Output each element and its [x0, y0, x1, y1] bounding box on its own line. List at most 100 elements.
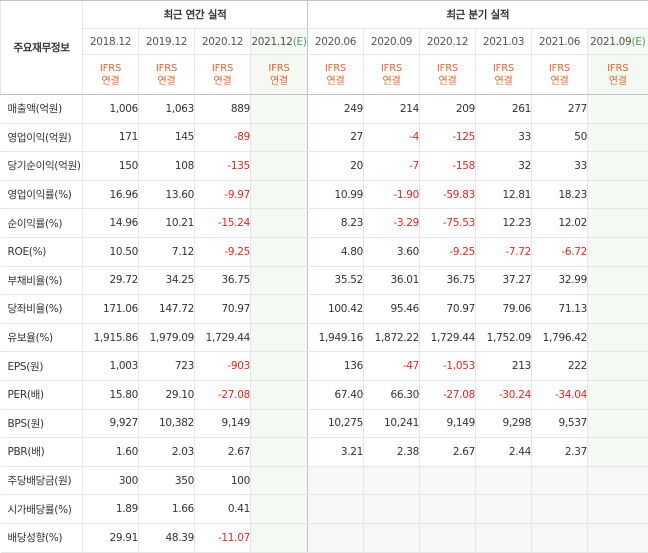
- value-cell: -47: [363, 351, 420, 381]
- period-header-estimate: 2021.12(E): [250, 28, 308, 55]
- value-cell: 261: [475, 94, 532, 124]
- row-label: PER(배): [0, 380, 83, 410]
- value-cell: -158: [419, 151, 476, 181]
- value-cell: 10,382: [138, 409, 195, 439]
- table-row: 당좌비율(%) 171.06 147.72 70.97 100.42 95.46 70.97…: [0, 294, 648, 324]
- value-cell: 79.06: [475, 294, 532, 324]
- value-cell: 33: [531, 151, 588, 181]
- value-cell: [587, 523, 648, 553]
- table-row: EPS(원) 1,003 723 -903 136 -47 -1,053 213 222: [0, 351, 648, 381]
- value-cell: -125: [419, 123, 476, 153]
- value-cell: 150: [82, 151, 139, 181]
- value-cell: 15.80: [82, 380, 139, 410]
- value-cell: [250, 380, 308, 410]
- value-cell: -89: [194, 123, 251, 153]
- value-cell: 147.72: [138, 294, 195, 324]
- value-cell: [587, 465, 648, 496]
- row-label: 주당배당금(원): [0, 465, 83, 496]
- value-cell: [587, 323, 648, 353]
- value-cell: [531, 523, 588, 553]
- value-cell: -1,053: [419, 351, 476, 381]
- value-cell: [250, 437, 308, 467]
- value-cell: -3.29: [363, 208, 420, 238]
- value-cell: 209: [419, 94, 476, 124]
- value-cell: 36.75: [194, 265, 251, 296]
- value-cell: 10.50: [82, 237, 139, 267]
- value-cell: 9,927: [82, 409, 139, 439]
- value-cell: 10,275: [307, 409, 364, 439]
- period-header: 2019.12: [138, 28, 195, 55]
- table-row: 시가배당률(%) 1.89 1.66 0.41: [0, 494, 648, 524]
- value-cell: [307, 494, 364, 524]
- value-cell: 2.37: [531, 437, 588, 467]
- value-cell: -9.25: [194, 237, 251, 267]
- value-cell: 1,063: [138, 94, 195, 124]
- value-cell: 70.97: [194, 294, 251, 324]
- value-cell: 723: [138, 351, 195, 381]
- row-label: PBR(배): [0, 437, 83, 467]
- value-cell: -9.97: [194, 179, 251, 210]
- ifrs-standard: IFRS: [268, 62, 290, 74]
- period-header: 2020.09: [363, 28, 420, 55]
- table-row: 영업이익률(%) 16.96 13.60 -9.97 10.99 -1.90 -59.83 1…: [0, 179, 648, 210]
- value-cell: -34.04: [531, 380, 588, 410]
- row-label: 유보율(%): [0, 323, 83, 353]
- table-row: 배당성향(%) 29.91 48.39 -11.07: [0, 523, 648, 553]
- value-cell: [250, 294, 308, 324]
- value-cell: [307, 465, 364, 496]
- ifrs-standard: IFRS: [607, 62, 629, 74]
- ifrs-consolidated: 연결: [438, 75, 457, 87]
- value-cell: -59.83: [419, 179, 476, 210]
- ifrs-consolidated: 연결: [270, 75, 288, 87]
- value-cell: 29.91: [82, 523, 139, 553]
- row-label: ROE(%): [0, 237, 83, 267]
- value-cell: [419, 523, 476, 553]
- value-cell: 145: [138, 123, 195, 153]
- ifrs-consolidated: 연결: [550, 75, 569, 87]
- value-cell: [587, 237, 648, 267]
- value-cell: 1,752.09: [475, 323, 532, 353]
- value-cell: [250, 465, 308, 496]
- row-label: 순이익률(%): [0, 208, 83, 238]
- value-cell: [307, 523, 364, 553]
- ifrs-standard: IFRS: [436, 62, 459, 74]
- ifrs-consolidated: 연결: [326, 75, 345, 87]
- ifrs-label: IFRS 연결: [250, 54, 308, 95]
- row-label: 매출액(억원): [0, 94, 83, 124]
- annual-results-title: 최근 연간 실적: [82, 0, 308, 29]
- value-cell: 9,149: [194, 409, 251, 439]
- value-cell: 1,915.86: [82, 323, 139, 353]
- value-cell: 34.25: [138, 265, 195, 296]
- ifrs-label: IFRS 연결: [363, 54, 420, 95]
- value-cell: 136: [307, 351, 364, 381]
- value-cell: -27.08: [419, 380, 476, 410]
- value-cell: 16.96: [82, 179, 139, 210]
- value-cell: 1,796.42: [531, 323, 588, 353]
- value-cell: 12.23: [475, 208, 532, 238]
- ifrs-standard: IFRS: [492, 62, 515, 74]
- value-cell: [587, 94, 648, 124]
- value-cell: 100: [194, 465, 251, 496]
- value-cell: [250, 179, 308, 210]
- value-cell: 32.99: [531, 265, 588, 296]
- value-cell: [587, 494, 648, 524]
- value-cell: 12.02: [531, 208, 588, 238]
- ifrs-label: IFRS 연결: [419, 54, 476, 95]
- value-cell: [363, 465, 420, 496]
- value-cell: 71.13: [531, 294, 588, 324]
- period-header-estimate: 2021.09(E): [587, 28, 648, 55]
- ifrs-label: IFRS 연결: [82, 54, 139, 95]
- value-cell: 32: [475, 151, 532, 181]
- value-cell: [250, 208, 308, 238]
- period-header: 2018.12: [82, 28, 139, 55]
- value-cell: [419, 494, 476, 524]
- period-header: 2021.03: [475, 28, 532, 55]
- table-row: 당기순이익(억원) 150 108 -135 20 -7 -158 32 33: [0, 151, 648, 181]
- value-cell: 2.67: [194, 437, 251, 467]
- estimate-mark: (E): [631, 35, 646, 48]
- table-row: 유보율(%) 1,915.86 1,979.09 1,729.44 1,949.16 1,…: [0, 323, 648, 353]
- value-cell: -1.90: [363, 179, 420, 210]
- value-cell: [531, 465, 588, 496]
- quarterly-results-title: 최근 분기 실적: [307, 0, 648, 29]
- period-header: 2020.12: [194, 28, 251, 55]
